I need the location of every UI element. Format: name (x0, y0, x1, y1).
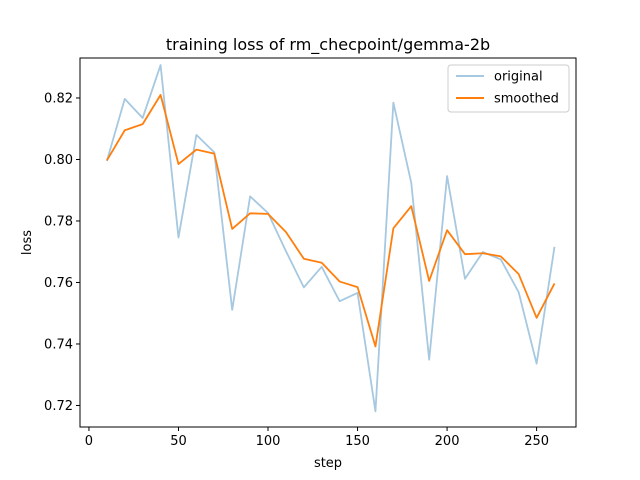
series-line-smoothed (106, 94, 556, 348)
x-tick-label: 250 (524, 434, 549, 449)
x-tick-label: 150 (345, 434, 370, 449)
legend: original smoothed (447, 64, 570, 113)
plot-area-background (80, 58, 576, 427)
y-axis-label: loss (20, 230, 35, 255)
y-tick-label: 0.74 (44, 337, 73, 352)
y-tick-label: 0.80 (44, 153, 73, 168)
x-axis-label: step (314, 456, 342, 471)
y-tick-label: 0.78 (44, 214, 73, 229)
x-tick-label: 200 (435, 434, 460, 449)
y-tick-label: 0.82 (44, 91, 73, 106)
series-line-original (105, 64, 556, 413)
x-tick-label: 0 (85, 434, 93, 449)
legend-label-original: original (494, 70, 543, 85)
y-tick-label: 0.76 (44, 276, 73, 291)
x-tick-label: 50 (170, 434, 187, 449)
x-axis-ticks: 0 50 100 150 200 250 (85, 427, 549, 449)
series-layer (105, 64, 556, 413)
legend-label-smoothed: smoothed (494, 92, 559, 107)
plot-frame (79, 57, 577, 428)
x-tick-label: 100 (256, 434, 281, 449)
y-tick-label: 0.72 (44, 399, 73, 414)
chart-title: training loss of rm_checpoint/gemma-2b (166, 35, 490, 55)
y-axis-ticks: 0.72 0.74 0.76 0.78 0.80 0.82 (44, 91, 80, 414)
